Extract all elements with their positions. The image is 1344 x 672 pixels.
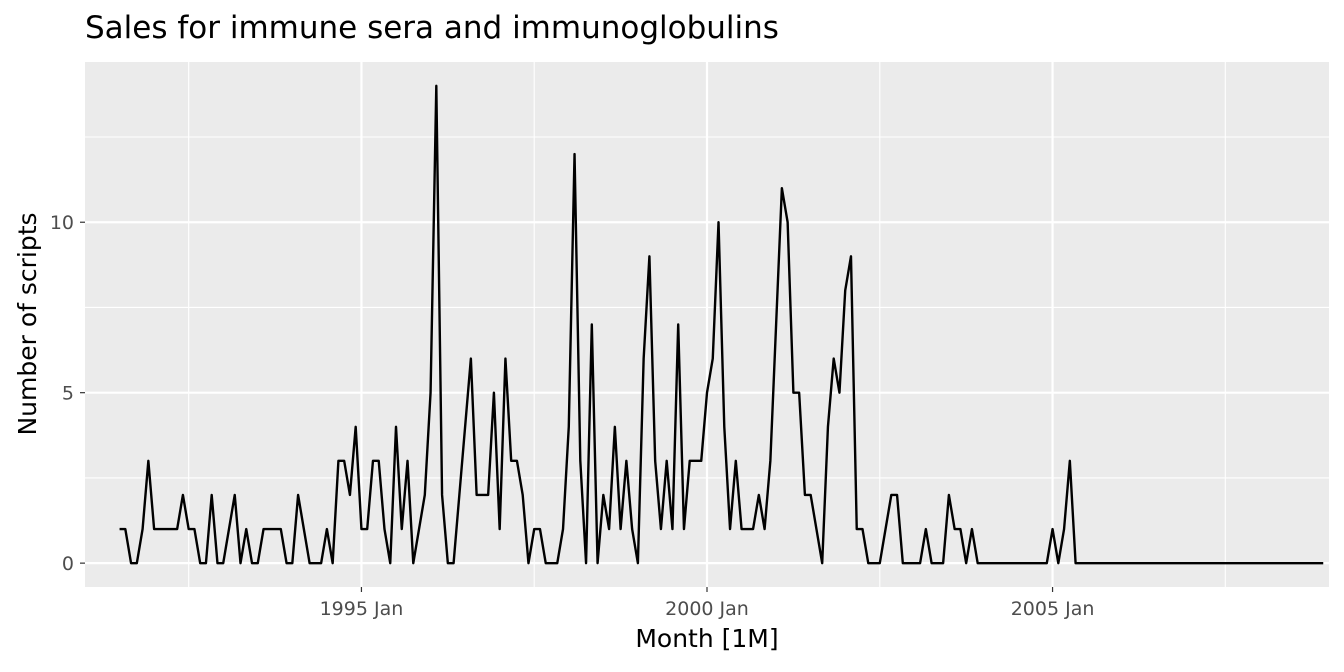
x-tick-label: 2000 Jan [665,598,749,620]
series-line [119,84,1324,565]
y-tick-label: 10 [50,212,74,234]
x-tick-label: 1995 Jan [320,598,404,620]
y-axis-title: Number of scripts [13,212,42,435]
y-tick-label: 5 [62,383,74,405]
x-tick-label: 2005 Jan [1011,598,1095,620]
x-axis: 1995 Jan 2000 Jan 2005 Jan [320,587,1095,620]
x-axis-title: Month [1M] [635,624,778,653]
y-tick-label: 0 [62,553,74,575]
chart-title: Sales for immune sera and immunoglobulin… [85,10,779,46]
y-axis: 0 5 10 [50,212,85,575]
